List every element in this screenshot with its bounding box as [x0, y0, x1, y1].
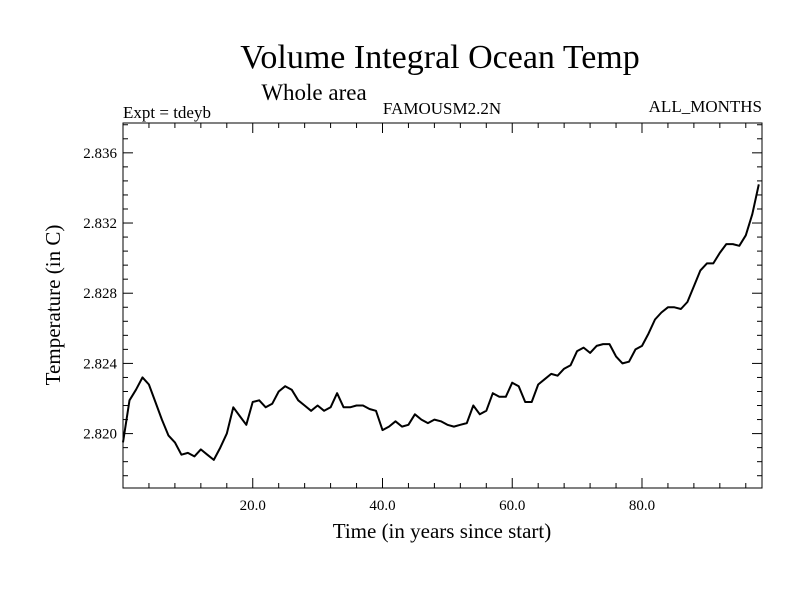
x-tick-label: 80.0 [629, 498, 655, 514]
y-axis-label: Temperature (in C) [41, 225, 65, 386]
major-ticks [123, 123, 762, 488]
tick-labels: 20.0 40.0 60.0 80.0 2.820 2.824 2.828 2.832 2.83… [83, 146, 655, 514]
x-axis-label: Time (in years since start) [333, 519, 552, 543]
annotation-model: FAMOUSM2.2N [383, 99, 501, 118]
x-tick-label: 40.0 [369, 498, 395, 514]
y-tick-label: 2.832 [83, 216, 117, 232]
x-tick-label: 20.0 [240, 498, 266, 514]
annotation-months: ALL_MONTHS [649, 97, 762, 116]
chart-subtitle: Whole area [261, 80, 366, 105]
y-tick-label: 2.824 [83, 356, 117, 372]
chart-title: Volume Integral Ocean Temp [240, 39, 640, 76]
annotation-expt: Expt = tdeyb [123, 103, 211, 122]
y-tick-label: 2.820 [83, 427, 117, 443]
plot-frame [122, 122, 763, 489]
minor-ticks [123, 123, 762, 488]
y-tick-label: 2.836 [83, 146, 117, 162]
x-tick-label: 60.0 [499, 498, 525, 514]
series-line-temperature [122, 184, 760, 461]
y-tick-label: 2.828 [83, 286, 117, 302]
